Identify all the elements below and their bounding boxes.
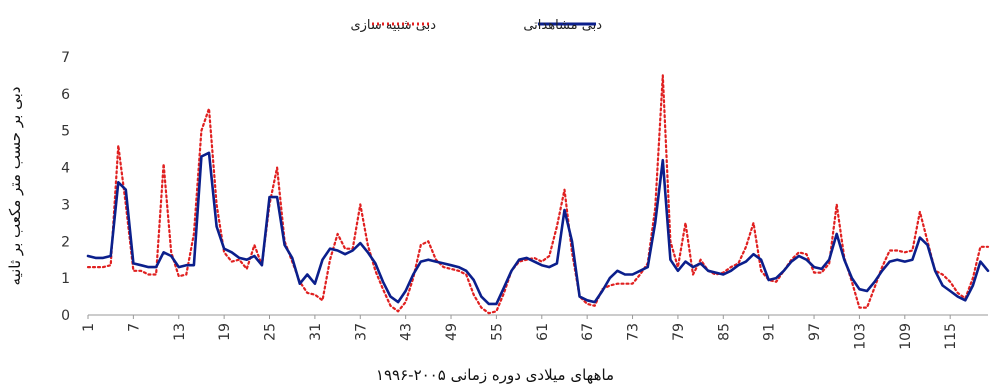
y-tick-label: 0: [61, 308, 70, 324]
y-tick-label: 5: [61, 124, 70, 140]
x-tick-label: 103: [852, 323, 868, 350]
x-tick-label: 43: [399, 323, 415, 341]
x-tick-label: 13: [172, 323, 188, 341]
y-tick-label: 7: [61, 50, 70, 66]
x-tick-label: 79: [671, 323, 687, 341]
x-tick-label: 55: [489, 323, 505, 341]
y-tick-label: 3: [61, 197, 70, 213]
x-tick-label: 61: [535, 323, 551, 341]
x-tick-label: 37: [353, 323, 369, 341]
series-simulated-line: [86, 74, 990, 315]
x-tick-label: 109: [898, 323, 914, 350]
y-tick-label: 2: [61, 234, 70, 250]
x-axis-ticks: 1 7 13 19 25 31 37 43 49 55 61 67 73 79 85 91 97 103 109 11…: [81, 315, 959, 350]
series-group: [86, 74, 990, 315]
y-tick-label: 4: [61, 161, 70, 177]
series-observed-line: [86, 151, 990, 306]
legend-observed-label: دبی مشاهداتی: [523, 18, 602, 33]
x-tick-label: 73: [626, 323, 642, 341]
x-tick-label: 97: [807, 323, 823, 341]
x-tick-label: 31: [308, 323, 324, 341]
x-tick-label: 1: [81, 323, 97, 332]
y-axis-ticks: 0 1 2 3 4 5 6 7: [61, 50, 70, 324]
x-tick-label: 19: [217, 323, 233, 341]
y-tick-label: 1: [61, 271, 70, 287]
legend-simulated-label: دبی شبیه سازی: [350, 18, 436, 33]
x-tick-label: 91: [762, 323, 778, 341]
y-axis-title: دبی بر حسب متر مکعب بر ثانیه: [6, 87, 24, 286]
x-tick-label: 49: [444, 323, 460, 341]
x-axis-title: ماههای میلادی دوره زمانی ۲۰۰۵-۱۹۹۶: [376, 366, 614, 384]
legend: دبی شبیه سازی دبی مشاهداتی: [350, 18, 602, 33]
x-tick-label: 67: [580, 323, 596, 341]
x-tick-label: 85: [716, 323, 732, 341]
x-tick-label: 115: [943, 323, 959, 350]
x-tick-label: 7: [126, 323, 142, 332]
y-tick-label: 6: [61, 87, 70, 103]
x-tick-label: 25: [263, 323, 279, 341]
